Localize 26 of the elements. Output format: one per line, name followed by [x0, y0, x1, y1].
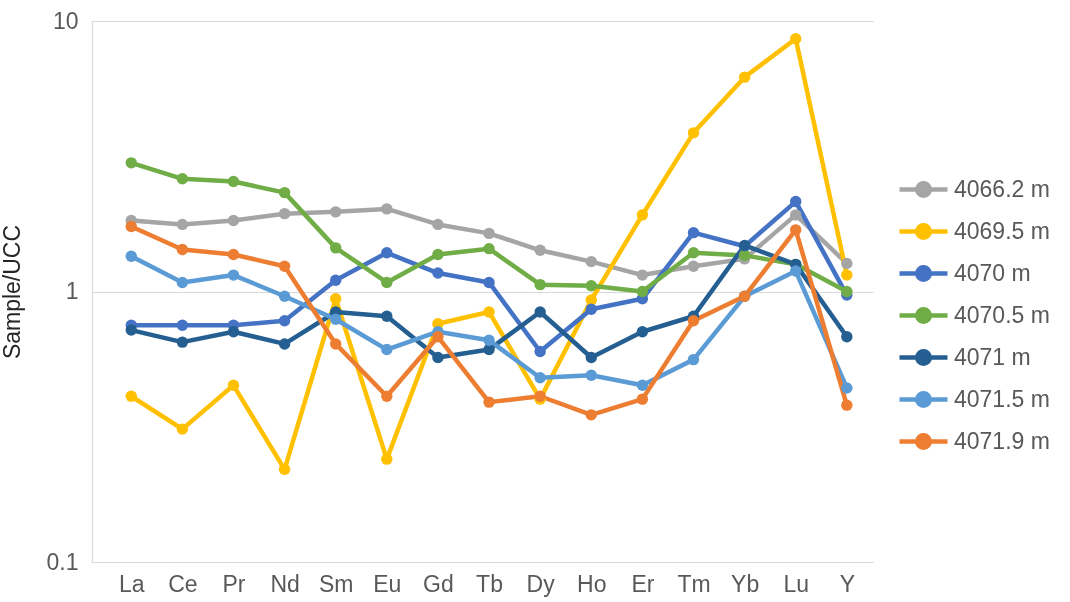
- y-axis-title: Sample/UCC: [0, 224, 25, 360]
- legend-label: 4070.5 m: [954, 301, 1050, 328]
- legend-label: 4070 m: [954, 259, 1031, 286]
- y-tick-label: 0.1: [46, 548, 79, 575]
- x-tick-label: Ce: [168, 570, 198, 597]
- x-tick-label: Yb: [731, 570, 760, 597]
- x-tick-label: Pr: [222, 570, 246, 597]
- x-tick-label: Sm: [318, 570, 354, 597]
- x-tick-label: Tb: [476, 570, 503, 597]
- legend-label: 4071.9 m: [954, 427, 1050, 454]
- x-tick-label: Dy: [526, 570, 556, 597]
- legend-label: 4066.2 m: [954, 175, 1050, 202]
- y-tick-label: 1: [65, 278, 79, 304]
- x-tick-label: Y: [839, 570, 855, 597]
- x-tick-label: Eu: [373, 570, 402, 597]
- y-tick-label: 10: [52, 7, 79, 34]
- legend-label: 4071.5 m: [954, 385, 1050, 412]
- x-tick-label: Gd: [423, 570, 454, 597]
- legend-label: 4069.5 m: [954, 217, 1050, 244]
- x-tick-label: La: [118, 570, 145, 597]
- x-tick-label: Er: [631, 570, 655, 597]
- x-tick-label: Nd: [270, 570, 300, 597]
- x-tick-label: Tm: [677, 570, 711, 597]
- legend-label: 4071 m: [954, 343, 1031, 370]
- x-tick-label: Ho: [577, 570, 607, 597]
- x-tick-label: Lu: [783, 570, 810, 597]
